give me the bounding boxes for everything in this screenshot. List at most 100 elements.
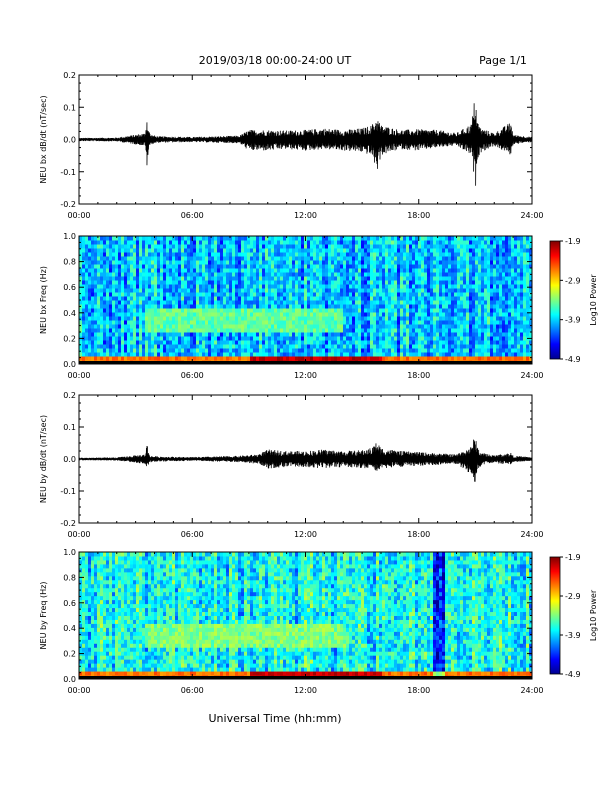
spectrogram-cell [391, 272, 395, 277]
spectrogram-cell [385, 324, 389, 329]
spectrogram-cell [79, 244, 83, 249]
spectrogram-cell [181, 304, 185, 309]
spectrogram-cell [391, 316, 395, 321]
spectrogram-cell [499, 320, 503, 325]
spectrogram-cell [178, 268, 182, 273]
spectrogram-cell [112, 340, 116, 345]
spectrogram-cell [445, 312, 449, 317]
spectrogram-cell [442, 240, 446, 245]
spectrogram-cell [424, 336, 428, 341]
spectrogram-cell [391, 248, 395, 253]
spectrogram-cell [421, 324, 425, 329]
spectrogram-cell [325, 248, 329, 253]
spectrogram-cell [505, 284, 509, 289]
spectrogram-cell [364, 284, 368, 289]
spectrogram-cell [226, 288, 230, 293]
spectrogram-cell [427, 288, 431, 293]
spectrogram-cell [100, 300, 104, 305]
spectrogram-cell [352, 292, 356, 297]
spectrogram-cell [148, 356, 152, 361]
spectrogram-cell [358, 272, 362, 277]
spectrogram-cell [445, 320, 449, 325]
spectrogram-cell [211, 296, 215, 301]
spectrogram-cell [469, 240, 473, 245]
spectrogram-cell [253, 316, 257, 321]
spectrogram-cell [244, 240, 248, 245]
spectrogram-cell [205, 324, 209, 329]
spectrogram-cell [301, 268, 305, 273]
spectrogram-cell [112, 344, 116, 349]
spectrogram-cell [529, 248, 533, 253]
spectrogram-cell [217, 332, 221, 337]
spectrogram-cell [478, 320, 482, 325]
spectrogram-cell [367, 312, 371, 317]
spectrogram-cell [421, 320, 425, 325]
spectrogram-cell [232, 336, 236, 341]
spectrogram-cell [412, 288, 416, 293]
spectrogram-cell [508, 272, 512, 277]
spectrogram-cell [211, 260, 215, 265]
spectrogram-cell [388, 244, 392, 249]
spectrogram-cell [109, 328, 113, 333]
spectrogram-cell [166, 340, 170, 345]
spectrogram-cell [457, 236, 461, 241]
spectrogram-cell [394, 356, 398, 361]
spectrogram-cell [139, 252, 143, 257]
spectrogram-cell [151, 328, 155, 333]
spectrogram-cell [526, 348, 530, 353]
spectrogram-cell [397, 280, 401, 285]
spectrogram-cell [193, 296, 197, 301]
spectrogram-cell [202, 276, 206, 281]
spectrogram-cell [106, 248, 110, 253]
spectrogram-cell [349, 344, 353, 349]
spectrogram-cell [175, 312, 179, 317]
spectrogram-cell [331, 328, 335, 333]
spectrogram-cell [277, 288, 281, 293]
spectrogram-cell [184, 304, 188, 309]
spectrogram-cell [298, 288, 302, 293]
spectrogram-cell [307, 340, 311, 345]
spectrogram-cell [262, 260, 266, 265]
spectrogram-cell [148, 328, 152, 333]
spectrogram-cell [91, 328, 95, 333]
spectrogram-cell [247, 248, 251, 253]
spectrogram-cell [496, 276, 500, 281]
spectrogram-cell [220, 292, 224, 297]
spectrogram-cell [82, 320, 86, 325]
spectrogram-cell [244, 340, 248, 345]
spectrogram-cell [124, 256, 128, 261]
spectrogram-cell [445, 284, 449, 289]
spectrogram-cell [454, 348, 458, 353]
spectrogram-cell [442, 356, 446, 361]
spectrogram-cell [85, 300, 89, 305]
spectrogram-cell [367, 276, 371, 281]
spectrogram-cell [100, 288, 104, 293]
spectrogram-cell [454, 268, 458, 273]
spectrogram-cell [193, 280, 197, 285]
spectrogram-cell [508, 308, 512, 313]
spectrogram-cell [496, 312, 500, 317]
spectrogram-cell [100, 252, 104, 257]
spectrogram-cell [112, 332, 116, 337]
spectrogram-cell [427, 308, 431, 313]
spectrogram-cell [190, 264, 194, 269]
spectrogram-cell [124, 352, 128, 357]
spectrogram-cell [88, 312, 92, 317]
spectrogram-cell [379, 288, 383, 293]
spectrogram-cell [190, 284, 194, 289]
spectrogram-cell [442, 336, 446, 341]
spectrogram-cell [409, 304, 413, 309]
spectrogram-cell [523, 260, 527, 265]
spectrogram-cell [370, 316, 374, 321]
spectrogram-cell [361, 308, 365, 313]
spectrogram-cell [196, 248, 200, 253]
spectrogram-cell [361, 280, 365, 285]
spectrogram-cell [103, 352, 107, 357]
spectrogram-cell [343, 320, 347, 325]
spectrogram-cell [337, 280, 341, 285]
spectrogram-cell [520, 280, 524, 285]
spectrogram-cell [271, 352, 275, 357]
spectrogram-cell [469, 320, 473, 325]
spectrogram-cell [226, 256, 230, 261]
spectrogram-cell [316, 304, 320, 309]
